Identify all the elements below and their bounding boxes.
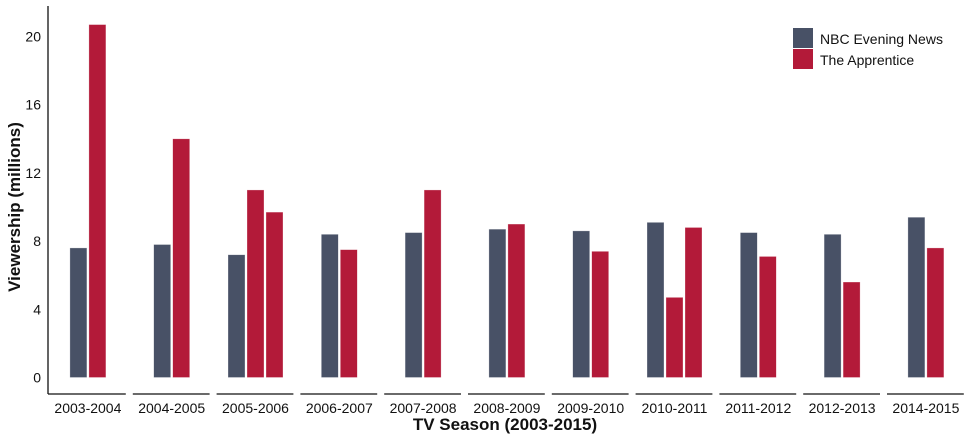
x-tick-label: 2003-2004 [54,400,121,416]
y-tick-label: 4 [33,301,41,317]
bar-nbc [488,228,507,378]
x-tick-label: 2005-2006 [222,400,289,416]
bar-apprentice [88,24,107,378]
x-tick-label: 2010-2011 [642,400,708,416]
y-tick-label: 16 [25,97,41,113]
bar-apprentice [758,256,777,378]
legend-item-apprentice: The Apprentice [793,49,914,69]
bars [69,24,945,378]
bar-nbc [320,233,339,378]
bar-apprentice [265,211,284,378]
bar-apprentice [665,297,684,378]
bar-apprentice [172,138,190,378]
y-tick-label: 12 [25,165,41,181]
bar-apprentice [507,223,526,378]
bar-apprentice [926,247,945,378]
bar-nbc [739,232,758,378]
bar-nbc [69,247,88,378]
x-axis-title: TV Season (2003-2015) [413,415,597,434]
bar-apprentice [591,251,610,378]
x-tick-label: 2008-2009 [473,400,540,416]
x-tick-label: 2006-2007 [306,400,373,416]
x-tick-label: 2009-2010 [557,400,624,416]
bar-apprentice [339,249,358,378]
bar-nbc [153,244,171,378]
bar-apprentice [842,281,861,378]
x-axis: 2003-2004 2004-2005 2005-2006 2006-2007 2007… [48,393,964,416]
bar-apprentice [423,189,442,378]
bar-nbc [907,216,926,378]
bar-nbc [227,254,246,378]
bar-nbc [646,222,665,378]
bar-apprentice [246,189,265,378]
legend-label-nbc: NBC Evening News [820,31,943,47]
y-axis: 0 4 8 12 16 20 [25,6,49,394]
x-tick-label: 2004-2005 [138,400,205,416]
bar-nbc [404,232,423,378]
y-tick-label: 8 [33,233,41,249]
x-tick-label: 2012-2013 [809,400,876,416]
bar-nbc [572,230,591,378]
legend-label-apprentice: The Apprentice [820,52,914,68]
x-tick-label: 2011-2012 [725,400,791,416]
bar-nbc [823,233,842,378]
legend: NBC Evening News The Apprentice [793,28,943,69]
legend-swatch-nbc [793,28,813,48]
bar-apprentice [684,227,703,378]
legend-item-nbc: NBC Evening News [793,28,943,48]
x-tick-label: 2007-2008 [390,400,457,416]
x-tick-label: 2014-2015 [892,400,959,416]
y-axis-title: Viewership (millions) [5,122,24,292]
y-tick-label: 20 [25,29,41,45]
legend-swatch-apprentice [793,49,813,69]
y-tick-label: 0 [33,370,41,386]
